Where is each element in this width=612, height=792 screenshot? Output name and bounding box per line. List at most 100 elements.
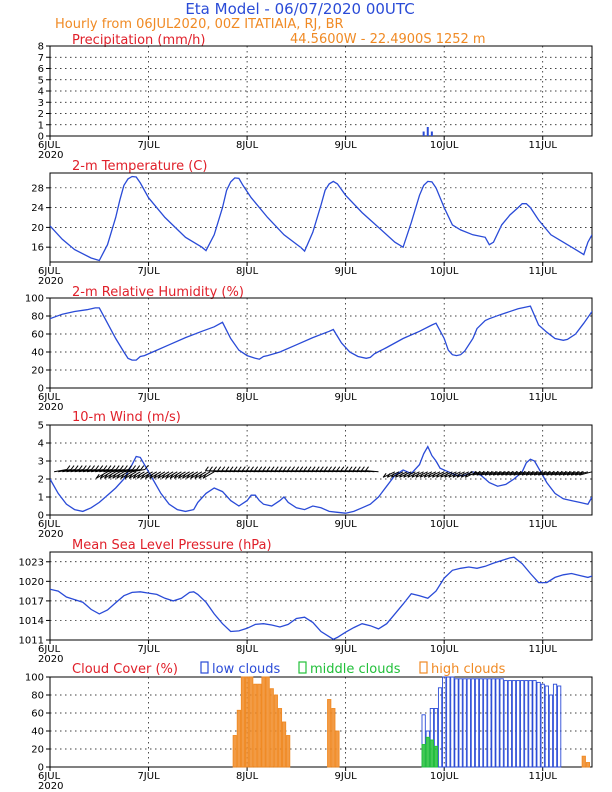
temp-xtick-year: 2020 <box>38 276 63 287</box>
precip-xtick-year: 2020 <box>38 150 63 161</box>
wind-xtick-label: 7JUL <box>137 519 160 530</box>
wind-barb-tick <box>390 472 395 478</box>
precip-bar <box>426 127 429 136</box>
cloud-high-bar <box>327 699 332 768</box>
cloud-high-bar <box>240 676 246 768</box>
wind-barb-tick <box>452 472 457 478</box>
wind-xtick-year: 2020 <box>38 529 63 540</box>
wind-barb <box>95 469 109 473</box>
wind-barb <box>107 469 121 473</box>
wind-barb-tick <box>287 466 291 471</box>
wind-barb-tick <box>202 473 207 479</box>
cloud-low-bar <box>532 680 537 768</box>
wind-barb-tick <box>480 470 485 476</box>
wind-barb-tick <box>132 465 137 470</box>
wind-barb-tick <box>558 470 563 476</box>
temp-xtick-label: 7JUL <box>137 266 160 277</box>
wind-ytick-label: 2 <box>38 475 44 486</box>
cloud-low-bar <box>548 694 554 768</box>
precip-ytick-label: 8 <box>38 42 44 53</box>
wind-barb-tick <box>529 470 534 476</box>
wind-barb <box>111 469 125 473</box>
wind-barb-tick <box>116 473 121 479</box>
cloud-middle-bar <box>433 745 439 768</box>
wind-barb-tick <box>254 466 259 471</box>
cloud-ytick-label: 40 <box>31 727 44 738</box>
wind-barb <box>86 469 100 473</box>
wind-barb-tick <box>319 466 324 471</box>
wind-barb-tick <box>562 470 567 476</box>
wind-barb-tick <box>550 470 555 476</box>
mslp-xtick-label: 10JUL <box>430 644 459 655</box>
wind-barb-tick <box>332 466 337 471</box>
wind-barb-tick <box>328 466 332 471</box>
wind-barb-tick <box>262 466 267 471</box>
wind-barb-tick <box>533 470 538 476</box>
wind-barb-tick <box>299 466 304 471</box>
precip-panel-title: Precipitation (mm/h) <box>72 33 205 48</box>
wind-barb <box>137 471 149 479</box>
wind-ytick-label: 5 <box>38 421 44 432</box>
wind-barb <box>153 471 166 479</box>
wind-barb-tick <box>513 470 518 476</box>
wind-barb-tick <box>415 472 420 478</box>
wind-barb <box>62 469 76 473</box>
cloud-low-bar <box>483 678 488 768</box>
cloud-high-bar <box>281 721 287 768</box>
mslp-ytick-label: 1014 <box>19 616 44 627</box>
cloud-high-bar <box>265 676 270 768</box>
wind-barb-tick <box>460 472 465 478</box>
wind-barb <box>169 471 182 479</box>
wind-barb-tick <box>246 466 250 471</box>
wind-barb <box>132 471 145 479</box>
wind-barb-tick <box>436 472 440 478</box>
wind-barb <box>100 471 112 479</box>
wind-barb <box>194 471 207 479</box>
wind-barb-tick <box>266 466 271 471</box>
cloud-middle-bar <box>421 744 426 768</box>
wind-barb <box>103 469 117 473</box>
rh-ytick-label: 40 <box>31 348 44 359</box>
cloud-low-bar <box>536 681 541 768</box>
wind-barb-tick <box>336 466 341 471</box>
wind-barb-tick <box>123 465 128 470</box>
cloud-low-bar <box>544 685 549 768</box>
wind-barb <box>128 471 141 479</box>
cloud-low-bar <box>474 678 480 768</box>
cloud-high-bar <box>331 708 336 768</box>
legend-high-swatch <box>419 661 428 674</box>
cloud-low-bar <box>524 680 529 768</box>
precip-ytick-label: 7 <box>38 53 44 64</box>
wind-barb-tick <box>456 472 461 478</box>
temp-ytick-label: 24 <box>31 203 44 214</box>
wind-barb-tick <box>509 470 514 476</box>
wind-barb-tick <box>198 473 203 479</box>
cloud-high-bar <box>335 730 340 768</box>
chart-subtitle: Hourly from 06JUL2020, 00Z ITATIAIA, RJ,… <box>55 17 344 32</box>
cloud-high-bar <box>269 688 274 768</box>
wind-barb <box>124 471 137 479</box>
wind-plot-frame <box>49 424 593 516</box>
cloud-plot-frame <box>49 676 593 768</box>
mslp-xtick-label: 7JUL <box>137 644 160 655</box>
wind-barb-tick <box>115 465 120 470</box>
rh-ytick-label: 60 <box>31 330 44 341</box>
cloud-low-bar <box>507 680 512 768</box>
cloud-low-bar <box>528 680 533 768</box>
wind-barb-tick <box>169 473 174 479</box>
rh-series-line <box>50 305 592 361</box>
wind-barb <box>165 471 178 479</box>
wind-barb-tick <box>566 470 571 476</box>
mslp-xtick-label: 6JUL <box>38 644 61 655</box>
rh-ytick-label: 100 <box>25 294 44 305</box>
rh-panel-title: 2-m Relative Humidity (%) <box>72 285 244 300</box>
legend-middle-swatch <box>298 661 307 674</box>
wind-barb-tick <box>399 472 403 478</box>
wind-barb-tick <box>295 466 300 471</box>
temp-series-line <box>50 175 592 262</box>
wind-barb <box>74 469 88 473</box>
wind-barb-tick <box>108 473 112 479</box>
wind-ytick-label: 0 <box>38 511 44 522</box>
wind-barb <box>95 471 108 479</box>
